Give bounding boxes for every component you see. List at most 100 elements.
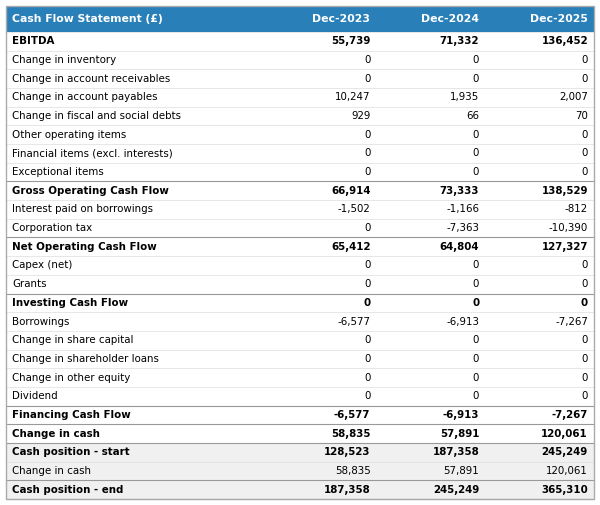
Bar [6,331,268,349]
Bar [268,125,376,144]
Text: 0: 0 [581,74,588,84]
Bar [485,219,594,237]
Text: Cash position - end: Cash position - end [12,485,124,495]
Bar [6,50,268,69]
Text: 0: 0 [581,148,588,159]
Text: 0: 0 [473,55,479,65]
Bar [485,256,594,275]
Bar [485,181,594,200]
Text: 0: 0 [473,74,479,84]
Bar [6,406,268,424]
Text: Change in cash: Change in cash [12,466,91,476]
Bar [376,50,485,69]
Bar [376,237,485,256]
Text: 0: 0 [473,335,479,345]
Text: Capex (net): Capex (net) [12,261,73,271]
Text: 120,061: 120,061 [546,466,588,476]
Text: Borrowings: Borrowings [12,317,70,327]
Bar [485,50,594,69]
Text: 136,452: 136,452 [541,36,588,46]
Bar [6,32,268,50]
Bar [6,69,268,88]
Bar [376,368,485,387]
Text: -7,267: -7,267 [555,317,588,327]
Bar [376,6,485,32]
Bar [268,349,376,368]
Bar [485,349,594,368]
Text: Exceptional items: Exceptional items [12,167,104,177]
Text: -1,166: -1,166 [446,205,479,215]
Bar [6,349,268,368]
Bar [485,125,594,144]
Bar [376,387,485,406]
Bar [268,480,376,499]
Text: Change in cash: Change in cash [12,429,100,439]
Text: -6,913: -6,913 [446,317,479,327]
Text: 73,333: 73,333 [440,186,479,196]
Text: 0: 0 [364,373,370,383]
Text: 1,935: 1,935 [450,92,479,103]
Text: 245,249: 245,249 [433,485,479,495]
Text: -6,577: -6,577 [334,410,370,420]
Bar [268,331,376,349]
Bar [268,443,376,462]
Bar [376,275,485,293]
Bar [376,200,485,219]
Text: 57,891: 57,891 [443,466,479,476]
Bar [268,181,376,200]
Text: 0: 0 [473,261,479,271]
Text: 929: 929 [351,111,370,121]
Text: -6,577: -6,577 [337,317,370,327]
Text: Investing Cash Flow: Investing Cash Flow [12,298,128,308]
Bar [6,125,268,144]
Text: Dec-2025: Dec-2025 [530,14,588,24]
Bar [376,424,485,443]
Bar [376,125,485,144]
Text: 0: 0 [581,167,588,177]
Bar [268,219,376,237]
Text: 187,358: 187,358 [433,447,479,458]
Text: 0: 0 [473,391,479,401]
Bar [6,424,268,443]
Text: 0: 0 [581,55,588,65]
Bar [485,331,594,349]
Bar [376,219,485,237]
Bar [485,144,594,163]
Bar [268,237,376,256]
Bar [6,107,268,125]
Bar [485,480,594,499]
Bar [376,331,485,349]
Bar [6,256,268,275]
Bar [6,88,268,107]
Bar [376,312,485,331]
Bar [6,181,268,200]
Bar [376,293,485,312]
Bar [268,406,376,424]
Text: 57,891: 57,891 [440,429,479,439]
Bar [376,163,485,181]
Bar [485,69,594,88]
Bar [485,424,594,443]
Text: Dec-2023: Dec-2023 [313,14,370,24]
Bar [485,237,594,256]
Bar [485,200,594,219]
Text: -7,363: -7,363 [446,223,479,233]
Text: 71,332: 71,332 [440,36,479,46]
Text: 0: 0 [473,373,479,383]
Text: 0: 0 [581,335,588,345]
Bar [485,275,594,293]
Text: 66: 66 [466,111,479,121]
Bar [485,6,594,32]
Bar [376,406,485,424]
Bar [6,275,268,293]
Bar [6,200,268,219]
Text: 0: 0 [581,391,588,401]
Text: -7,267: -7,267 [551,410,588,420]
Bar [6,368,268,387]
Text: -6,913: -6,913 [443,410,479,420]
Bar [485,88,594,107]
Text: 65,412: 65,412 [331,242,370,252]
Bar [268,293,376,312]
Text: 66,914: 66,914 [331,186,370,196]
Text: Change in account receivables: Change in account receivables [12,74,170,84]
